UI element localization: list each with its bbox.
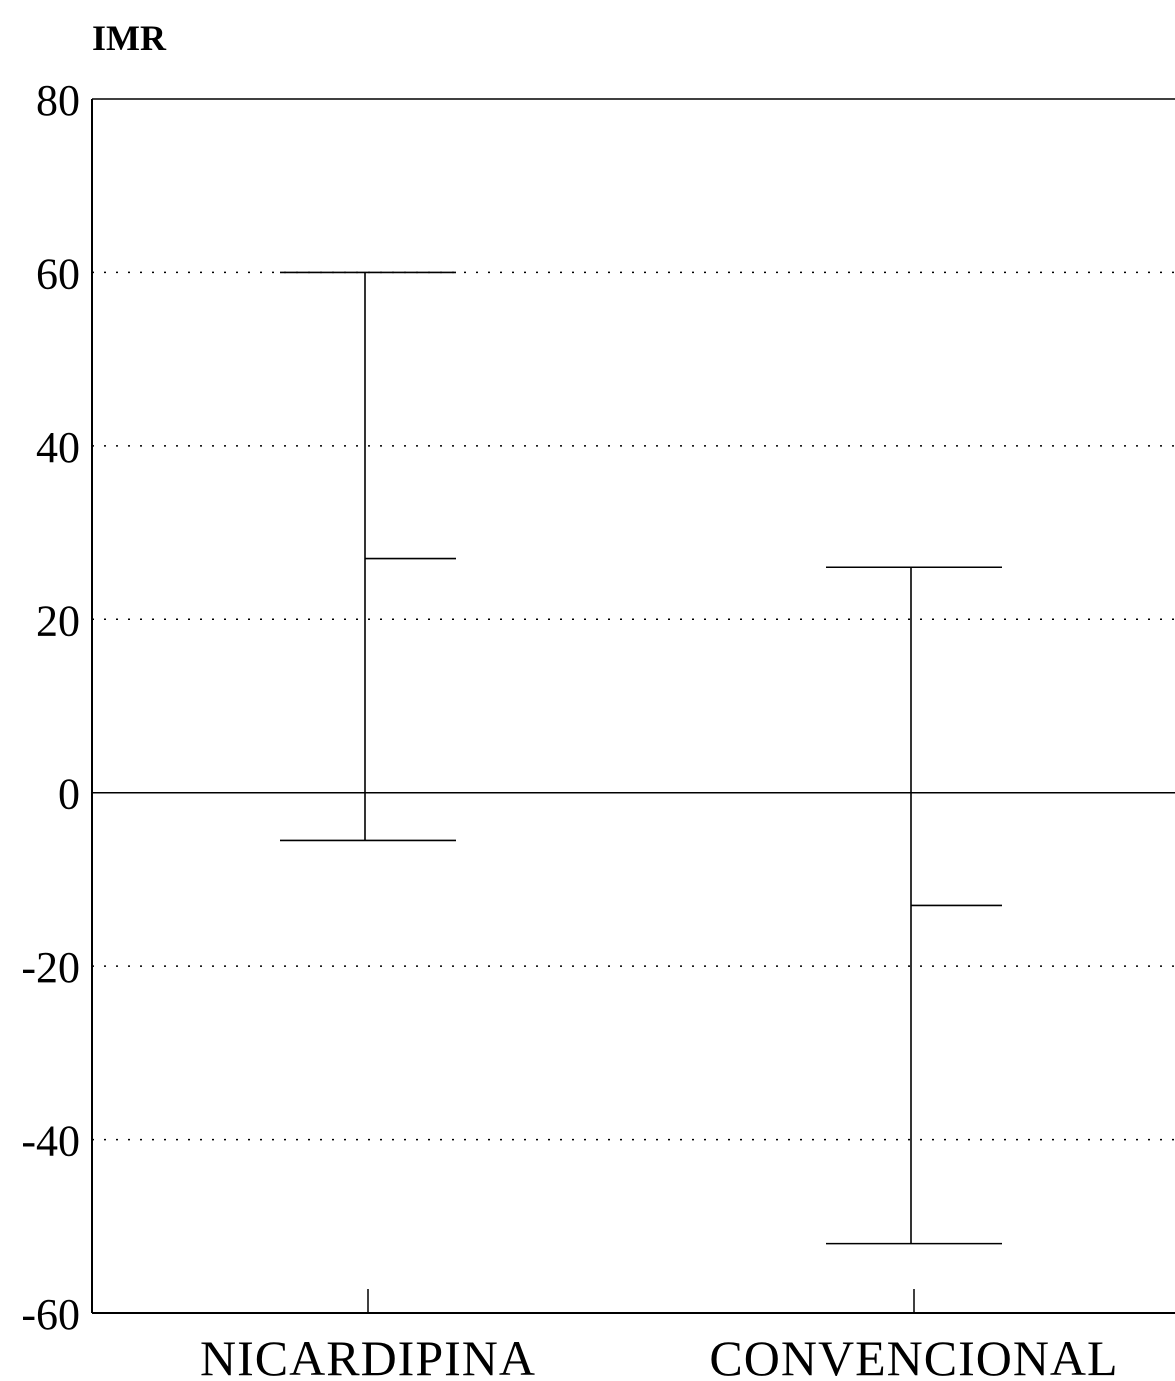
y-tick-label: 0	[58, 770, 80, 819]
y-tick-label: 80	[36, 76, 80, 125]
category-labels: NICARDIPINA CONVENCIONAL	[200, 1330, 1118, 1381]
y-tick-label: 20	[36, 596, 80, 645]
y-tick-label: -40	[21, 1117, 80, 1166]
y-tick-labels: 80 60 40 20 0 -20 -40 -60	[21, 76, 80, 1339]
category-label: NICARDIPINA	[200, 1330, 536, 1381]
y-tick-label: -20	[21, 943, 80, 992]
y-axis-label: IMR	[92, 18, 167, 58]
gridlines	[92, 98, 1175, 1141]
axes	[91, 99, 1175, 1314]
error-bar-convencional	[826, 566, 1002, 1245]
y-tick-label: 40	[36, 423, 80, 472]
y-tick-label: 60	[36, 249, 80, 298]
y-tick-label: -60	[21, 1290, 80, 1339]
error-bar-nicardipina	[280, 271, 456, 842]
category-label: CONVENCIONAL	[709, 1330, 1118, 1381]
error-bars	[280, 271, 1002, 1245]
